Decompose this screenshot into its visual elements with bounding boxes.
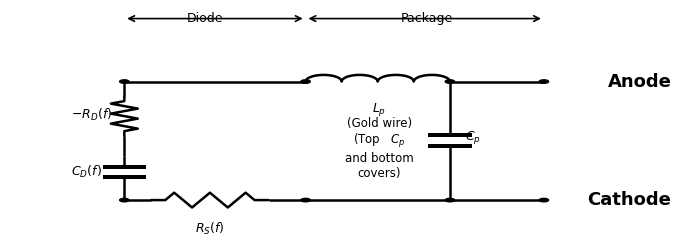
Circle shape — [301, 80, 310, 83]
Circle shape — [445, 80, 455, 83]
Text: (Top   $C_p$
and bottom
covers): (Top $C_p$ and bottom covers) — [345, 132, 414, 180]
Text: $R_S(f)$: $R_S(f)$ — [195, 221, 225, 237]
Circle shape — [539, 198, 549, 202]
Text: (Gold wire): (Gold wire) — [347, 117, 412, 130]
Circle shape — [120, 80, 129, 83]
Circle shape — [120, 198, 129, 202]
Text: $L_p$: $L_p$ — [373, 101, 386, 118]
Circle shape — [301, 198, 310, 202]
Circle shape — [445, 198, 455, 202]
Text: $C_p$: $C_p$ — [464, 129, 481, 146]
Text: $-R_D(f)$: $-R_D(f)$ — [71, 107, 112, 123]
Text: Cathode: Cathode — [588, 191, 671, 209]
Text: Diode: Diode — [186, 12, 223, 25]
Text: Anode: Anode — [608, 73, 671, 90]
Text: $C_D(f)$: $C_D(f)$ — [71, 164, 101, 180]
Text: Package: Package — [400, 12, 453, 25]
Circle shape — [539, 80, 549, 83]
